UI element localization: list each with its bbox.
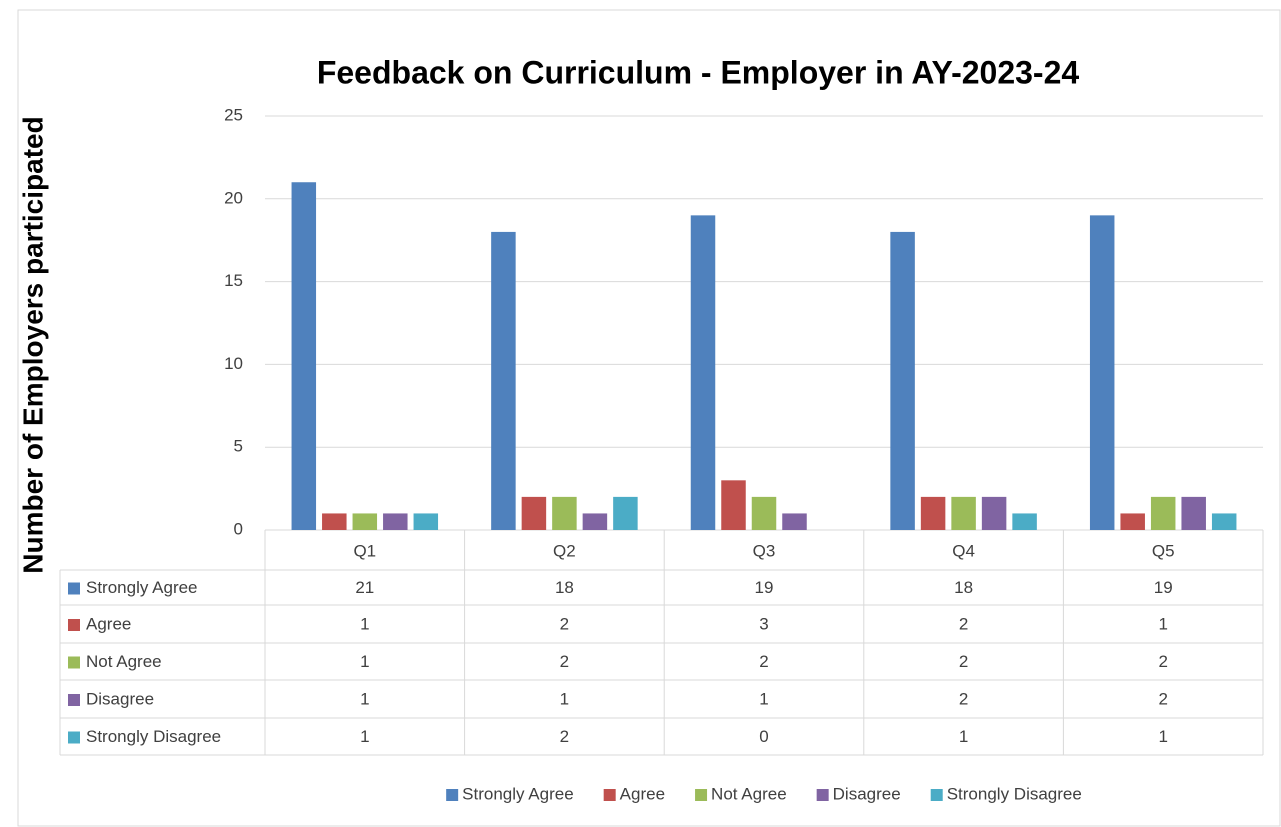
legend-key [446, 789, 459, 801]
table-cell: 1 [360, 652, 369, 671]
bar [981, 496, 1007, 530]
bar [1120, 513, 1145, 530]
bar [1150, 496, 1176, 530]
bar [322, 513, 347, 530]
table-cell: 18 [954, 578, 973, 597]
bar [1211, 513, 1237, 530]
bar [383, 513, 408, 530]
table-cell: 1 [360, 727, 369, 746]
bar [721, 480, 746, 530]
table-cell: 18 [555, 578, 574, 597]
table-cell: 2 [759, 652, 768, 671]
bar [613, 496, 638, 530]
table-legend-key [68, 582, 80, 595]
table-cell: 2 [959, 689, 968, 708]
x-tick-label: Q3 [753, 541, 776, 560]
bar [890, 231, 915, 531]
y-axis-title: Number of Employers participated [17, 116, 48, 573]
table-legend-key [68, 656, 80, 669]
x-tick-label: Q4 [952, 541, 975, 560]
legend-label: Agree [620, 784, 665, 803]
bar [782, 513, 807, 530]
bar [951, 496, 976, 530]
y-tick-label: 15 [224, 271, 243, 290]
table-cell: 1 [560, 689, 569, 708]
y-tick-label: 20 [224, 188, 243, 207]
legend-label: Strongly Agree [462, 784, 574, 803]
bar [413, 513, 439, 530]
bar [920, 496, 946, 530]
table-cell: 1 [959, 727, 968, 746]
y-tick-label: 10 [224, 354, 243, 373]
table-cell: 2 [560, 727, 569, 746]
bar [690, 215, 716, 531]
table-cell: 0 [759, 727, 768, 746]
y-tick-label: 25 [224, 105, 243, 124]
y-tick-label: 5 [234, 437, 243, 456]
chart-frame [17, 9, 1281, 827]
table-cell: 2 [1158, 689, 1167, 708]
table-cell: 2 [959, 614, 968, 633]
bar [352, 513, 378, 530]
table-row-label: Not Agree [86, 652, 162, 671]
bar [751, 496, 777, 530]
table-row-label: Disagree [86, 689, 154, 708]
table-legend-key [68, 619, 80, 631]
bar [521, 496, 547, 530]
legend-label: Disagree [833, 784, 901, 803]
legend-key [816, 789, 829, 801]
bar [582, 513, 608, 530]
table-cell: 2 [560, 652, 569, 671]
table-cell: 2 [1158, 652, 1167, 671]
table-cell: 1 [360, 614, 369, 633]
table-cell: 1 [1158, 727, 1167, 746]
table-cell: 3 [759, 614, 768, 633]
legend-key [930, 789, 943, 801]
table-cell: 19 [1154, 578, 1173, 597]
table-legend-key [68, 731, 80, 744]
table-cell: 1 [759, 689, 768, 708]
x-tick-label: Q5 [1152, 541, 1175, 560]
bar [491, 231, 516, 531]
y-tick-label: 0 [234, 519, 243, 538]
bar [1012, 513, 1037, 530]
legend-label: Strongly Disagree [947, 784, 1082, 803]
table-cell: 19 [755, 578, 774, 597]
table-cell: 21 [355, 578, 374, 597]
legend-label: Not Agree [711, 784, 787, 803]
x-tick-label: Q1 [353, 541, 376, 560]
table-row-label: Agree [86, 614, 131, 633]
bar [552, 496, 577, 530]
table-cell: 1 [360, 689, 369, 708]
table-row-label: Strongly Disagree [86, 727, 221, 746]
legend-key [603, 789, 616, 801]
bar [291, 182, 317, 531]
bar [1089, 215, 1115, 531]
x-tick-label: Q2 [553, 541, 576, 560]
table-cell: 2 [959, 652, 968, 671]
table-cell: 2 [560, 614, 569, 633]
table-cell: 1 [1158, 614, 1167, 633]
table-legend-key [68, 694, 80, 706]
legend-key [695, 789, 708, 801]
chart-title: Feedback on Curriculum - Employer in AY-… [317, 54, 1080, 90]
bar [1181, 496, 1206, 530]
table-row-label: Strongly Agree [86, 578, 198, 597]
